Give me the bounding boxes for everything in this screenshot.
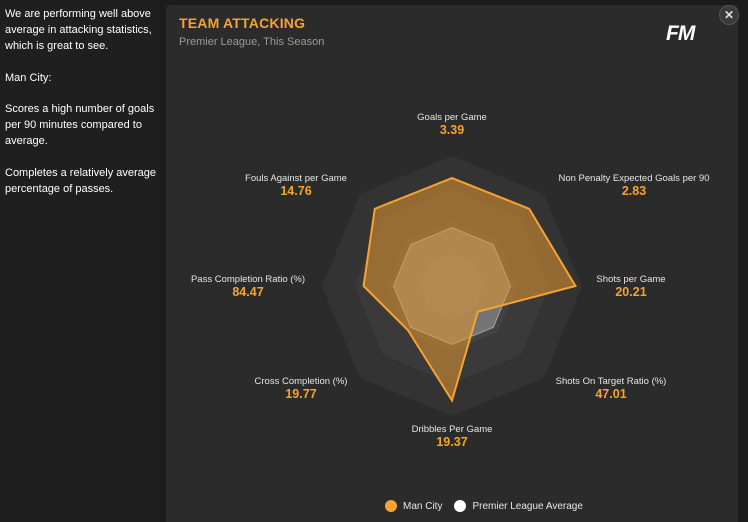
axis-value: 14.76 (280, 184, 311, 198)
analysis-paragraph: Scores a high number of goals per 90 min… (5, 103, 155, 147)
radar-series-man-city (362, 177, 578, 403)
axis-value: 3.39 (440, 123, 464, 137)
legend-item-man-city: Man City (385, 500, 442, 512)
axis-value: 84.47 (232, 285, 263, 299)
close-icon: ✕ (723, 8, 735, 22)
legend-label: Premier League Average (472, 500, 583, 512)
analysis-paragraph: Man City: (5, 72, 52, 84)
analysis-panel: We are performing well above average in … (0, 0, 160, 522)
legend-swatch (454, 500, 467, 512)
axis-label: Shots per Game (596, 274, 665, 285)
axis-label: Pass Completion Ratio (%) (191, 274, 305, 285)
axis-label: Shots On Target Ratio (%) (556, 376, 667, 387)
analysis-paragraph: Completes a relatively average percentag… (5, 167, 157, 195)
close-button[interactable]: ✕ (719, 5, 739, 25)
legend-item-league-average: Premier League Average (454, 500, 583, 512)
axis-value: 47.01 (595, 387, 626, 401)
axis-label: Fouls Against per Game (245, 173, 347, 184)
card-subtitle: Premier League, This Season (179, 36, 325, 48)
axis-label: Non Penalty Expected Goals per 90 (558, 173, 709, 184)
card-title: TEAM ATTACKING (179, 15, 306, 31)
axis-label: Cross Completion (%) (255, 376, 348, 387)
analysis-paragraph: We are performing well above average in … (5, 8, 152, 52)
axis-label: Goals per Game (417, 112, 487, 123)
axis-value: 19.37 (436, 435, 467, 449)
axis-value: 19.77 (285, 387, 316, 401)
fm-logo: FM (666, 22, 695, 45)
axis-label: Dribbles Per Game (412, 424, 493, 435)
axis-value: 20.21 (615, 285, 646, 299)
axis-value: 2.83 (622, 184, 646, 198)
chart-legend: Man City Premier League Average (385, 500, 595, 512)
legend-label: Man City (403, 500, 443, 512)
legend-swatch (385, 500, 397, 512)
